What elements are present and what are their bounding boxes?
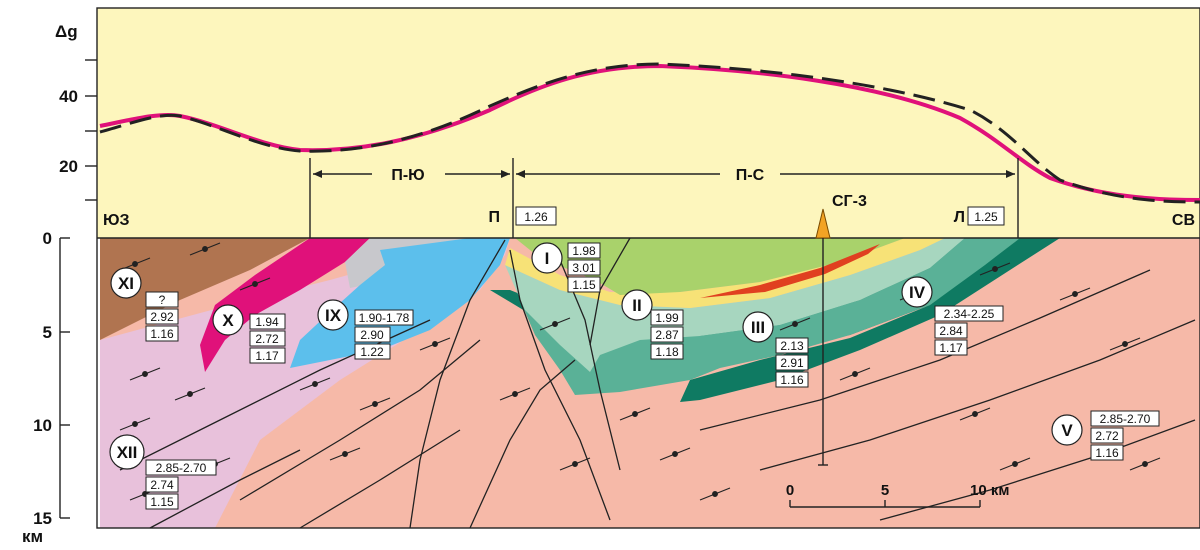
unit-x-value-1: 1.94 bbox=[255, 315, 279, 329]
unit-iv-body bbox=[680, 238, 1060, 402]
zone-label-p-s: П-С bbox=[736, 167, 765, 184]
point-label-l: Л bbox=[954, 209, 965, 226]
point-value-p: 1.26 bbox=[524, 210, 548, 224]
gravity-panel bbox=[97, 8, 1200, 238]
profile-end-left: ЮЗ bbox=[103, 212, 130, 229]
model-gravity-curve bbox=[99, 62, 1200, 204]
unit-iii-value-2: 2.91 bbox=[780, 356, 804, 370]
unit-v-value-1: 2.85-2.70 bbox=[1100, 412, 1151, 426]
unit-x-value-3: 1.17 bbox=[255, 349, 279, 363]
unit-id-ii: II bbox=[632, 296, 641, 315]
unit-xii-value-1: 2.85-2.70 bbox=[156, 461, 207, 475]
unit-label-xi: XI ? 2.92 1.16 bbox=[110, 267, 179, 342]
depth-tick-0: 0 bbox=[43, 229, 52, 248]
unit-label-iii: III 2.13 2.91 1.16 bbox=[742, 311, 809, 388]
unit-id-xi: XI bbox=[118, 274, 134, 293]
unit-v-value-2: 2.72 bbox=[1095, 429, 1119, 443]
unit-ii-value-1: 1.99 bbox=[655, 311, 679, 325]
unit-label-ii: II 1.99 2.87 1.18 bbox=[621, 289, 684, 360]
gravity-tick-20: 20 bbox=[59, 157, 78, 176]
profile-end-right: СВ bbox=[1172, 212, 1195, 229]
unit-iv-value-2: 2.84 bbox=[939, 324, 963, 338]
depth-tick-10: 10 bbox=[33, 416, 52, 435]
unit-ix-body bbox=[290, 238, 510, 368]
unit-i-value-2: 3.01 bbox=[572, 261, 596, 275]
unit-i-value-3: 1.15 bbox=[572, 278, 596, 292]
unit-iii-value-1: 2.13 bbox=[780, 339, 804, 353]
unit-ix-value-1: 1.90-1.78 bbox=[359, 311, 410, 325]
gravity-axis: Δg 40 20 bbox=[55, 22, 97, 201]
unit-id-i: I bbox=[545, 249, 550, 268]
unit-i-value-1: 1.98 bbox=[572, 244, 596, 258]
scale-tick-10: 10 км bbox=[970, 482, 1009, 499]
unit-xi-value-1: ? bbox=[159, 293, 166, 307]
profile-zones bbox=[309, 158, 1019, 238]
unit-v-value-3: 1.16 bbox=[1095, 446, 1119, 460]
depth-unit-label: км bbox=[22, 527, 43, 546]
depth-axis: 0 5 10 15 км bbox=[22, 229, 70, 546]
unit-ii-value-2: 2.87 bbox=[655, 328, 679, 342]
zone-arrowheads bbox=[313, 170, 1015, 178]
unit-ix-value-2: 2.90 bbox=[360, 328, 384, 342]
point-value-box-p bbox=[515, 206, 557, 226]
unit-id-iv: IV bbox=[909, 283, 926, 302]
point-value-l: 1.25 bbox=[974, 210, 998, 224]
scale-bar: 0 5 10 км bbox=[786, 482, 1009, 508]
unit-label-xii: XII 2.85-2.70 2.74 1.15 bbox=[109, 434, 217, 510]
unit-xi-value-3: 1.16 bbox=[150, 327, 174, 341]
unit-ii-body bbox=[505, 238, 965, 372]
borehole-sg3: СГ-3 bbox=[815, 193, 867, 466]
scale-tick-5: 5 bbox=[881, 482, 889, 499]
unit-id-xii: XII bbox=[117, 443, 138, 462]
fault-lines bbox=[119, 237, 1196, 529]
unit-id-x: X bbox=[222, 311, 234, 330]
depth-tick-15: 15 bbox=[33, 509, 52, 528]
unit-id-v: V bbox=[1061, 421, 1073, 440]
unit-x-value-2: 2.72 bbox=[255, 332, 279, 346]
unit-label-v: V 2.85-2.70 2.72 1.16 bbox=[1051, 410, 1160, 461]
unit-label-i: I 1.98 3.01 1.15 bbox=[531, 242, 601, 293]
zone-label-p-yu: П-Ю bbox=[391, 167, 424, 184]
well-label: СГ-3 bbox=[832, 193, 867, 210]
unit-id-iii: III bbox=[751, 318, 765, 337]
unit-xii-value-2: 2.74 bbox=[150, 478, 174, 492]
point-label-p: П bbox=[489, 209, 501, 226]
unit-label-iv: IV 2.34-2.25 2.84 1.17 bbox=[901, 276, 1004, 356]
unit-iv-value-3: 1.17 bbox=[939, 341, 963, 355]
point-value-box-l bbox=[967, 206, 1005, 226]
unit-xi-value-2: 2.92 bbox=[150, 310, 174, 324]
unit-xi-body bbox=[100, 238, 310, 340]
unit-i-body bbox=[515, 238, 905, 295]
panel-frame bbox=[96, 7, 1200, 529]
scale-tick-0: 0 bbox=[786, 482, 794, 499]
gravity-tick-40: 40 bbox=[59, 87, 78, 106]
unit-ii-value-3: 1.18 bbox=[655, 345, 679, 359]
unit-id-ix: IX bbox=[325, 306, 342, 325]
depth-tick-5: 5 bbox=[43, 323, 52, 342]
unit-label-x: X 1.94 2.72 1.17 bbox=[212, 304, 286, 364]
unit-iii-value-3: 1.16 bbox=[780, 373, 804, 387]
unit-xii-value-3: 1.15 bbox=[150, 495, 174, 509]
unit-iv-value-1: 2.34-2.25 bbox=[944, 307, 995, 321]
unit-x-body bbox=[200, 238, 370, 372]
unit-iii-body bbox=[520, 238, 1020, 395]
unit-label-ix: IX 1.90-1.78 2.90 1.22 bbox=[317, 299, 414, 360]
gravity-axis-title: Δg bbox=[55, 22, 78, 41]
unit-ix-value-3: 1.22 bbox=[360, 345, 384, 359]
